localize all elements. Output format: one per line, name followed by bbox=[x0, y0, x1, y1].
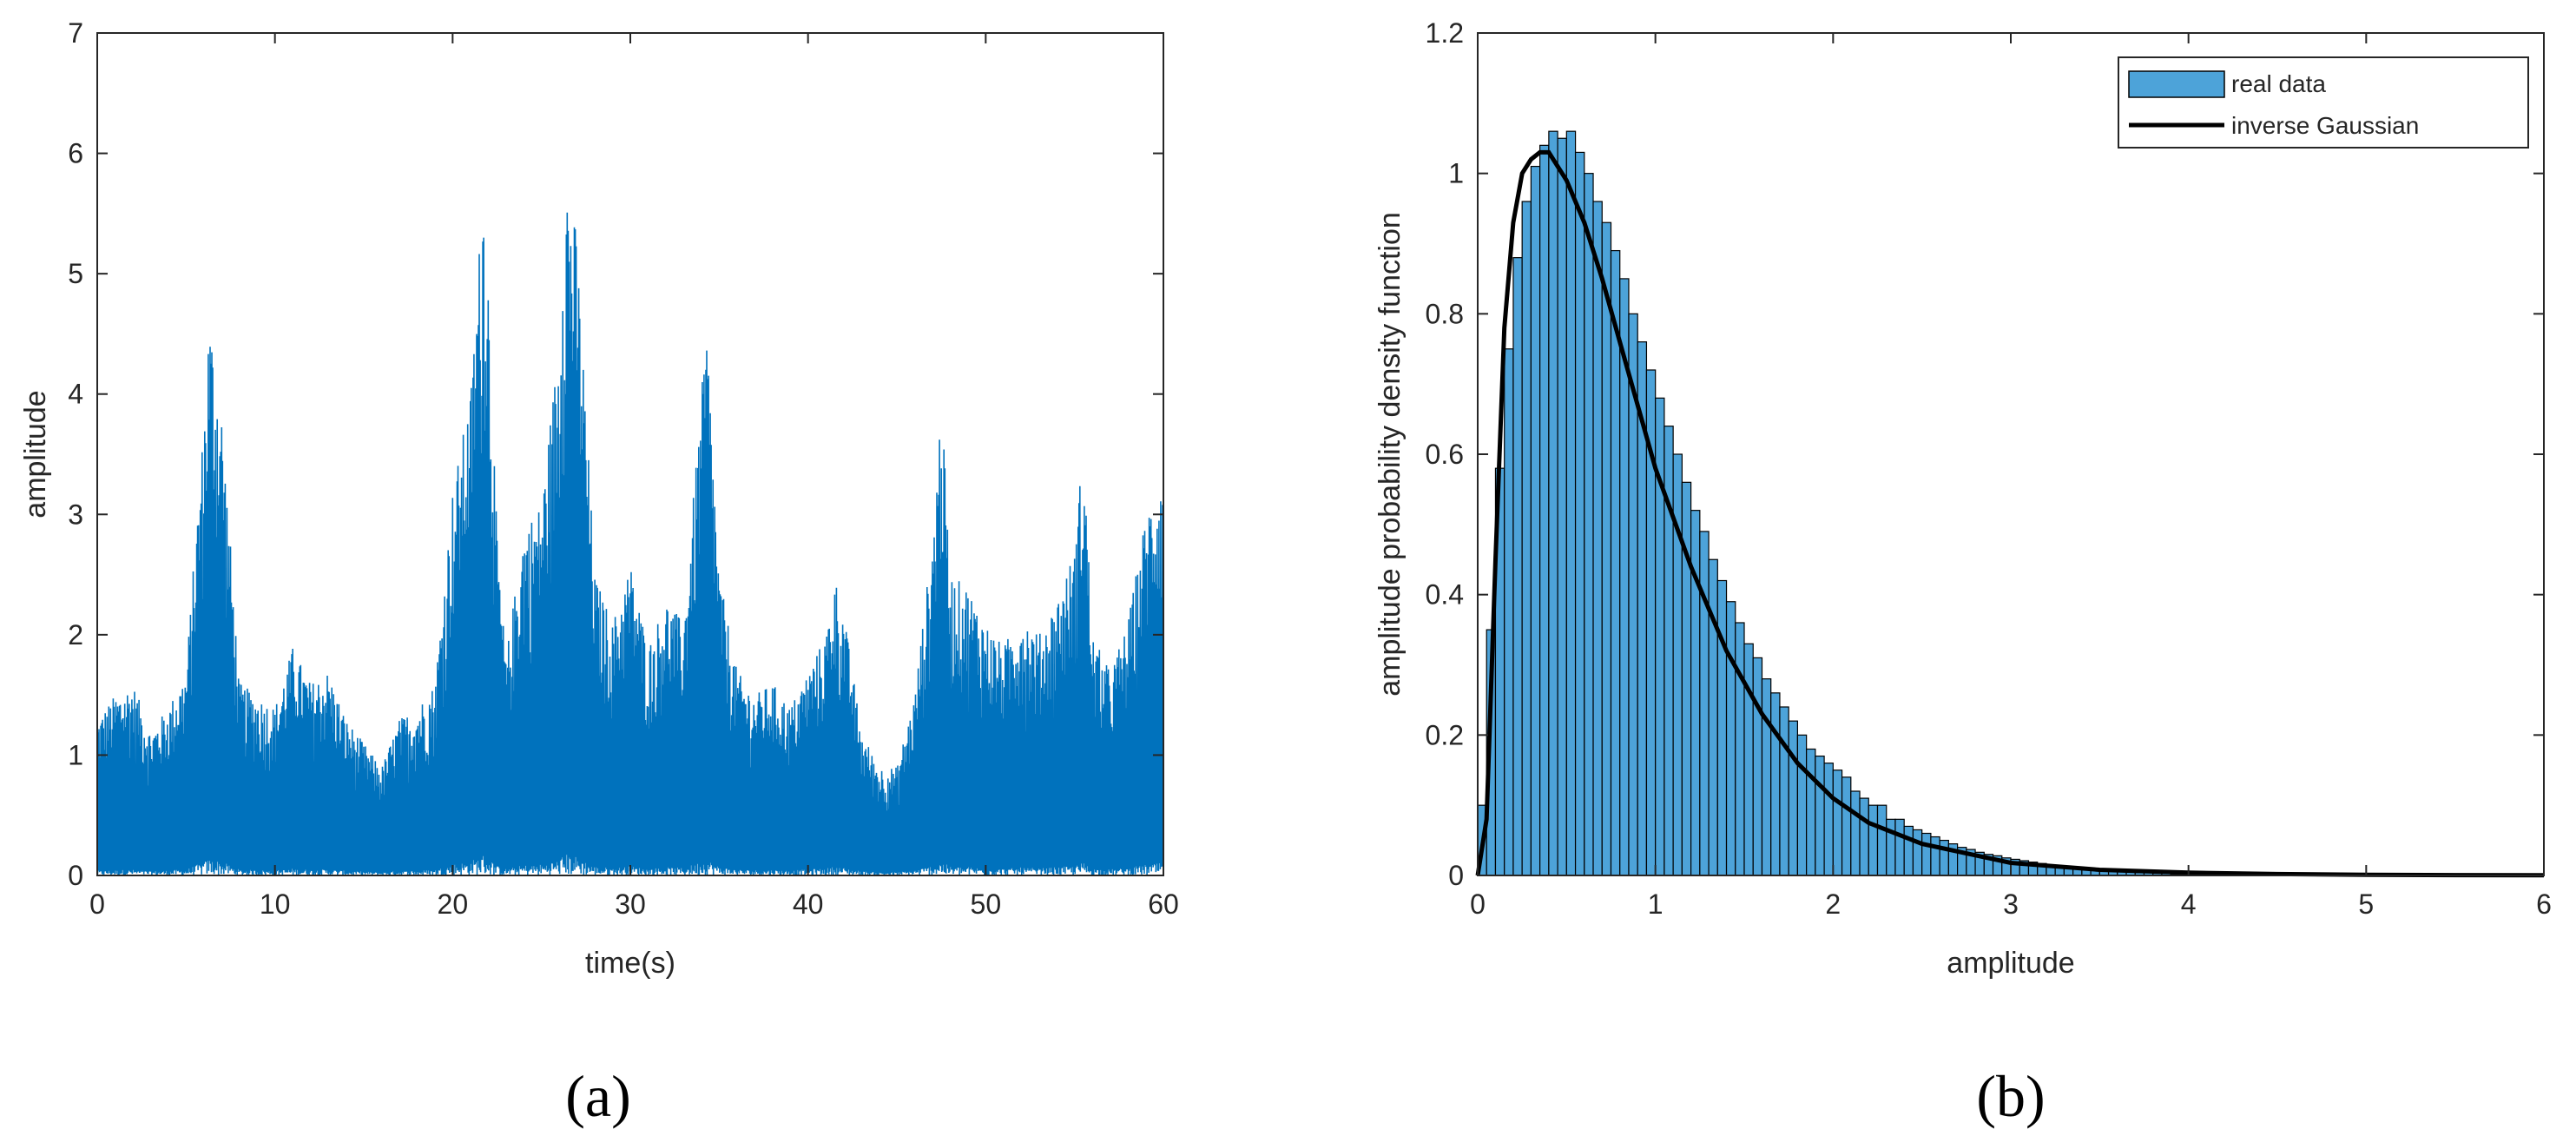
histogram-bar bbox=[1752, 657, 1763, 876]
panel-a-x-axis-label: time(s) bbox=[585, 947, 675, 980]
histogram-bar bbox=[1823, 763, 1834, 876]
histogram-bar bbox=[1512, 257, 1523, 876]
x-tick-label: 40 bbox=[793, 888, 824, 920]
histogram-bar bbox=[1796, 734, 1808, 876]
histogram-bar bbox=[1761, 678, 1772, 876]
legend-swatch-real-data bbox=[2128, 70, 2225, 98]
x-tick-label: 3 bbox=[2003, 888, 2019, 920]
y-tick-label: 5 bbox=[68, 258, 83, 289]
histogram-bar bbox=[1584, 173, 1594, 876]
y-tick-label: 0.2 bbox=[1426, 719, 1464, 750]
x-tick-label: 0 bbox=[1470, 888, 1486, 920]
histogram-bar bbox=[1921, 832, 1932, 876]
panel-a-y-axis-label: amplitude bbox=[19, 390, 52, 518]
panel-b-label: (b) bbox=[1976, 1063, 2045, 1129]
y-tick-label: 0.8 bbox=[1426, 298, 1464, 329]
histogram-bar bbox=[1841, 776, 1852, 876]
histogram-bar bbox=[1815, 755, 1825, 876]
panel-b-x-axis-label: amplitude bbox=[1947, 947, 2074, 980]
panel-b-plot-area bbox=[1475, 130, 2545, 878]
histogram-bar bbox=[1903, 825, 1914, 876]
x-tick-label: 6 bbox=[2536, 888, 2552, 920]
panel-a-ticks: 0 10 20 30 40 50 60 0 1 2 3 4 5 6 7 bbox=[68, 17, 1179, 920]
y-tick-label: 6 bbox=[68, 138, 83, 169]
panel-b-ticks: 0 1 2 3 4 5 6 0 0.2 0.4 0.6 0.8 1 1.2 bbox=[1426, 17, 2552, 920]
histogram-bar bbox=[1912, 829, 1923, 876]
histogram-bar bbox=[1894, 818, 1905, 876]
histogram-bar bbox=[1886, 818, 1896, 876]
histogram-bar bbox=[1735, 622, 1745, 876]
panel-a-label: (a) bbox=[565, 1063, 630, 1129]
panel-b-y-axis-label: amplitude probability density function bbox=[1374, 212, 1407, 697]
legend: real data inverse Gaussian bbox=[2118, 56, 2529, 149]
x-tick-label: 30 bbox=[615, 888, 646, 920]
y-tick-label: 1 bbox=[68, 739, 83, 770]
histogram-bar bbox=[1930, 835, 1940, 876]
x-tick-label: 60 bbox=[1148, 888, 1179, 920]
histogram-bar bbox=[1530, 165, 1541, 876]
histogram-bar bbox=[1788, 720, 1799, 876]
histogram-bar bbox=[1601, 221, 1612, 876]
histogram-bar bbox=[1832, 769, 1843, 876]
panel-b-histogram: 0 1 2 3 4 5 6 0 0.2 0.4 0.6 0.8 1 1.2 amplitude ampli… bbox=[1374, 17, 2552, 1129]
x-tick-label: 20 bbox=[438, 888, 469, 920]
y-tick-label: 1.2 bbox=[1426, 17, 1464, 49]
x-tick-label: 2 bbox=[1825, 888, 1841, 920]
histogram-bar bbox=[1939, 839, 1949, 876]
y-tick-label: 7 bbox=[68, 17, 83, 49]
x-tick-label: 0 bbox=[89, 888, 105, 920]
histogram-bar bbox=[1574, 151, 1585, 876]
histogram-bar bbox=[1716, 579, 1728, 876]
legend-label-inverse-gaussian: inverse Gaussian bbox=[2231, 112, 2419, 139]
histogram-bar bbox=[1806, 748, 1816, 876]
histogram-bar bbox=[1557, 137, 1567, 876]
histogram-bar bbox=[1725, 601, 1736, 876]
y-tick-label: 4 bbox=[68, 379, 83, 410]
y-tick-label: 0.4 bbox=[1426, 579, 1464, 611]
y-tick-label: 3 bbox=[68, 499, 83, 530]
histogram-bar bbox=[1521, 201, 1532, 876]
histogram-bar bbox=[1504, 348, 1514, 876]
y-tick-label: 0 bbox=[1448, 860, 1464, 891]
y-tick-label: 1 bbox=[1448, 158, 1464, 189]
histogram-bar bbox=[1868, 804, 1879, 876]
histogram-bar bbox=[1548, 130, 1558, 876]
x-tick-label: 4 bbox=[2181, 888, 2197, 920]
legend-label-real-data: real data bbox=[2231, 70, 2326, 97]
x-tick-label: 50 bbox=[971, 888, 1002, 920]
x-tick-label: 5 bbox=[2358, 888, 2374, 920]
y-tick-label: 0.6 bbox=[1426, 439, 1464, 470]
histogram-bar bbox=[1699, 531, 1710, 876]
histogram-bar bbox=[1770, 692, 1781, 876]
panel-a-plot-area bbox=[96, 212, 1164, 876]
x-tick-label: 1 bbox=[1648, 888, 1664, 920]
histogram-bar bbox=[1876, 804, 1888, 876]
x-tick-label: 10 bbox=[260, 888, 291, 920]
histogram-bar bbox=[1859, 797, 1869, 876]
histogram-bar bbox=[1779, 706, 1789, 876]
y-tick-label: 2 bbox=[68, 619, 83, 651]
histogram-bar bbox=[1743, 643, 1754, 876]
histogram-bar bbox=[1850, 790, 1861, 876]
fit-line-inverse-gaussian bbox=[1475, 149, 2545, 878]
histogram-bar bbox=[1592, 201, 1603, 876]
histogram-bar bbox=[1565, 130, 1577, 876]
series-line-amplitude bbox=[96, 212, 1164, 876]
histogram-bar bbox=[1539, 144, 1550, 876]
y-tick-label: 0 bbox=[68, 860, 83, 891]
